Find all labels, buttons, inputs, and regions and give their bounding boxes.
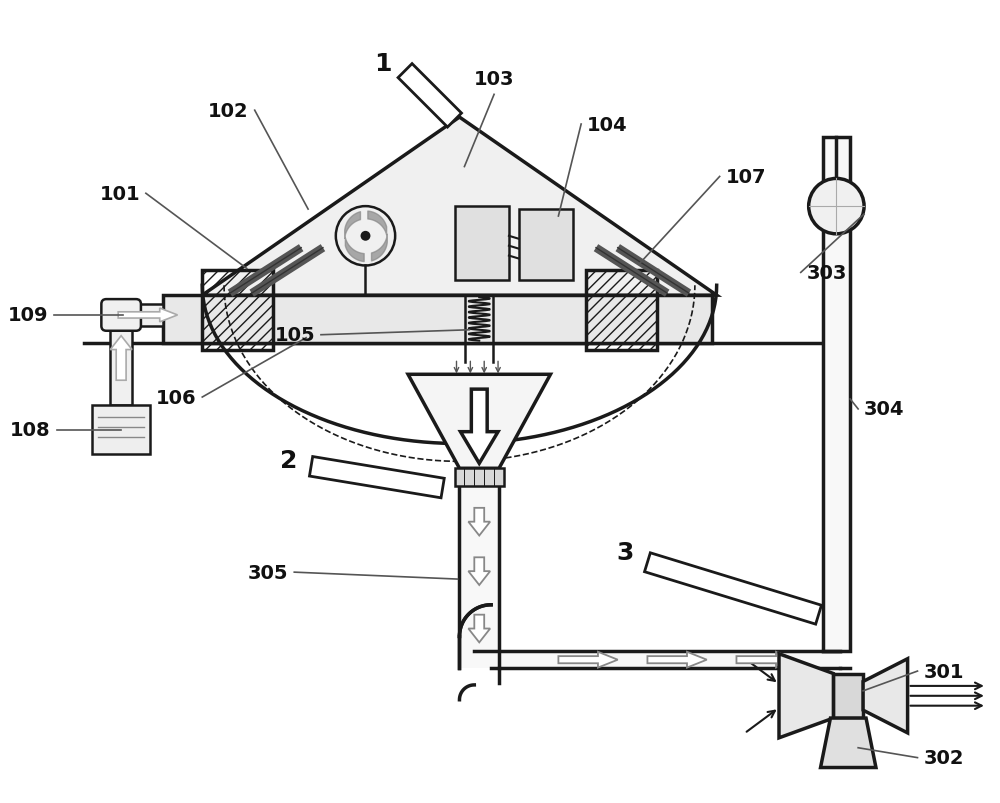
Bar — [455, 207, 509, 281]
Text: 303: 303 — [807, 263, 847, 283]
Text: 304: 304 — [864, 400, 905, 419]
Polygon shape — [468, 557, 490, 585]
Polygon shape — [202, 118, 717, 296]
Bar — [459, 487, 499, 668]
Bar — [519, 210, 573, 281]
Bar — [455, 469, 504, 487]
Polygon shape — [736, 652, 796, 668]
Polygon shape — [118, 308, 178, 323]
Bar — [586, 271, 657, 350]
Circle shape — [809, 179, 864, 234]
Text: 106: 106 — [156, 388, 196, 407]
Text: 2: 2 — [280, 449, 297, 473]
Text: 103: 103 — [474, 71, 514, 89]
Text: 302: 302 — [923, 748, 964, 767]
Text: 105: 105 — [274, 326, 315, 344]
Polygon shape — [468, 508, 490, 536]
Polygon shape — [460, 389, 498, 464]
Polygon shape — [779, 654, 833, 738]
Polygon shape — [309, 457, 444, 498]
Circle shape — [361, 231, 370, 242]
Circle shape — [336, 207, 395, 266]
Polygon shape — [110, 336, 132, 381]
Text: 3: 3 — [616, 540, 633, 565]
Text: 109: 109 — [7, 306, 48, 325]
Text: 102: 102 — [208, 101, 249, 120]
Polygon shape — [821, 718, 876, 768]
Text: 107: 107 — [726, 168, 766, 187]
Polygon shape — [645, 553, 821, 625]
Polygon shape — [863, 659, 908, 733]
Bar — [202, 271, 273, 350]
Bar — [823, 137, 850, 651]
Text: 108: 108 — [10, 421, 51, 439]
Bar — [163, 296, 712, 343]
Bar — [491, 651, 840, 668]
Text: 301: 301 — [923, 662, 964, 681]
Text: 101: 101 — [99, 185, 140, 203]
FancyBboxPatch shape — [101, 300, 141, 332]
Polygon shape — [558, 652, 618, 668]
Polygon shape — [468, 615, 490, 642]
Polygon shape — [647, 652, 707, 668]
Polygon shape — [398, 64, 462, 128]
Text: 1: 1 — [375, 51, 392, 75]
Bar — [92, 406, 150, 454]
Text: 104: 104 — [587, 116, 628, 134]
Polygon shape — [408, 375, 550, 469]
Bar — [110, 326, 132, 406]
Text: 305: 305 — [248, 563, 288, 582]
Bar — [833, 674, 863, 718]
Bar — [110, 304, 163, 326]
